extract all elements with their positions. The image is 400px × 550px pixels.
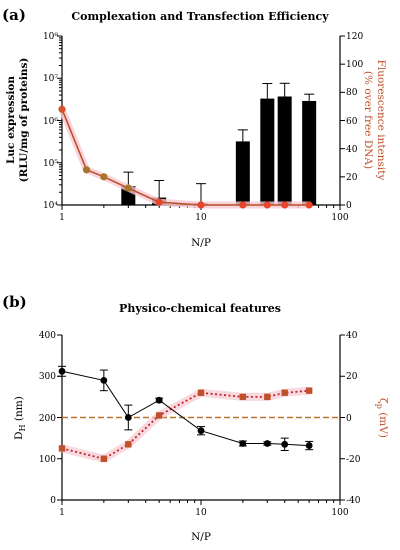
panel-a-ytick: 10⁵ xyxy=(43,159,58,169)
panel-b-xtick: 10 xyxy=(195,508,207,518)
bar xyxy=(235,141,250,205)
fluorescence-line xyxy=(61,108,310,206)
panel-b-ylabel-sub: H xyxy=(18,424,27,431)
panel-b-y2label: ζp (mV) xyxy=(375,398,389,438)
panel-b: (b) Physico-chemical features DH (nm) ζp… xyxy=(2,293,389,543)
panel-a-title: Complexation and Transfection Efficiency xyxy=(71,10,329,23)
panel-a-y2label-line1: Fluorescence intensity xyxy=(375,60,387,181)
panel-a-xtick: 10 xyxy=(195,213,207,223)
panel-a-y2label-line2: (% over free DNA) xyxy=(362,71,374,169)
panel-a-ytick: 10⁶ xyxy=(43,117,58,127)
panel-b-marks xyxy=(57,334,345,505)
panel-b-xtick: 100 xyxy=(331,508,348,518)
panel-a-y2tick: 120 xyxy=(346,32,363,42)
fluorescence-point xyxy=(197,201,205,209)
panel-b-ytick: 0 xyxy=(50,496,56,506)
panel-a-xlabel: N/P xyxy=(191,237,211,249)
panel-a-ytick: 10⁸ xyxy=(43,32,58,42)
bar xyxy=(260,98,275,205)
diameter-line xyxy=(61,370,310,447)
panel-b-ylabel: DH (nm) xyxy=(13,396,27,440)
svg-text:ζp (mV): ζp (mV) xyxy=(375,398,389,438)
panel-a-ylabel-line1: Luc expression xyxy=(5,76,17,164)
panel-b-ytick: 300 xyxy=(39,372,56,382)
panel-a-y2label: Fluorescence intensity (% over free DNA) xyxy=(362,60,387,181)
panel-b-y2label-sub: p xyxy=(375,404,384,409)
panel-a-y2tick: 40 xyxy=(346,145,358,155)
panel-a-label: (a) xyxy=(2,6,26,24)
zeta-point xyxy=(281,389,288,396)
fluorescence-point xyxy=(58,105,66,113)
diameter-point xyxy=(239,440,247,447)
panel-b-ylabel-unit: (nm) xyxy=(13,396,25,424)
zeta-point xyxy=(100,455,108,462)
fluorescence-point xyxy=(281,201,289,209)
panel-b-y2tick: 40 xyxy=(346,331,358,341)
panel-a-marks xyxy=(57,35,345,210)
fluorescence-point xyxy=(305,201,313,209)
zeta-point xyxy=(58,445,66,452)
fluorescence-point xyxy=(263,201,271,209)
panel-a: (a) Complexation and Transfection Effici… xyxy=(2,6,387,249)
panel-b-ytick: 200 xyxy=(39,414,56,424)
fluorescence-point xyxy=(239,201,247,209)
panel-a-y2tick: 20 xyxy=(346,173,358,183)
panel-a-y2tick: 60 xyxy=(346,117,358,127)
diameter-point xyxy=(155,396,163,404)
diameter-point xyxy=(58,367,66,375)
zeta-point xyxy=(264,393,271,401)
bar xyxy=(302,100,317,205)
panel-b-y2label-main: ζ xyxy=(377,398,389,404)
panel-b-y2tick: 0 xyxy=(346,414,352,424)
panel-a-y2tick: 80 xyxy=(346,88,358,98)
panel-a-xtick: 100 xyxy=(331,213,348,223)
panel-b-ytick: 400 xyxy=(39,331,56,341)
zeta-point xyxy=(305,387,313,394)
panel-b-y2tick: 20 xyxy=(346,372,358,382)
panel-b-xlabel: N/P xyxy=(191,531,211,543)
fluorescence-point xyxy=(82,166,91,174)
zeta-point xyxy=(155,412,163,419)
zeta-line xyxy=(61,389,310,460)
diameter-point xyxy=(197,427,205,435)
svg-text:DH (nm): DH (nm) xyxy=(13,396,27,440)
panel-a-y2tick: 100 xyxy=(346,60,363,70)
fluorescence-point xyxy=(124,184,132,192)
zeta-line-halo xyxy=(61,386,310,463)
panel-a-y2tick: 0 xyxy=(346,201,352,211)
fluorescence-point xyxy=(100,173,108,181)
diameter-point xyxy=(305,442,313,449)
panel-b-xtick: 1 xyxy=(59,508,65,518)
zeta-point xyxy=(197,389,205,396)
panel-b-y2tick: -40 xyxy=(346,496,361,506)
diameter-point xyxy=(281,440,289,448)
panel-b-y2tick: -20 xyxy=(346,455,361,465)
zeta-point xyxy=(125,441,132,448)
panel-a-ylabel-line2: (RLU/mg of proteins) xyxy=(18,58,30,183)
diameter-point xyxy=(124,414,132,421)
panel-b-label: (b) xyxy=(2,293,27,311)
panel-a-ytick: 10⁴ xyxy=(43,201,58,211)
panel-a-ylabel: Luc expression (RLU/mg of proteins) xyxy=(5,58,30,183)
panel-a-xtick: 1 xyxy=(59,213,65,223)
zeta-point xyxy=(239,393,247,401)
diameter-point xyxy=(263,440,271,447)
panel-a-ytick: 10⁷ xyxy=(43,74,58,84)
bar xyxy=(277,96,292,205)
panel-b-ylabel-main: D xyxy=(13,431,25,439)
diameter-point xyxy=(100,376,108,384)
panel-b-title: Physico-chemical features xyxy=(119,302,281,315)
panel-b-ytick: 100 xyxy=(39,455,56,465)
fluorescence-point xyxy=(155,198,163,206)
panel-b-y2label-unit: (mV) xyxy=(377,409,389,438)
